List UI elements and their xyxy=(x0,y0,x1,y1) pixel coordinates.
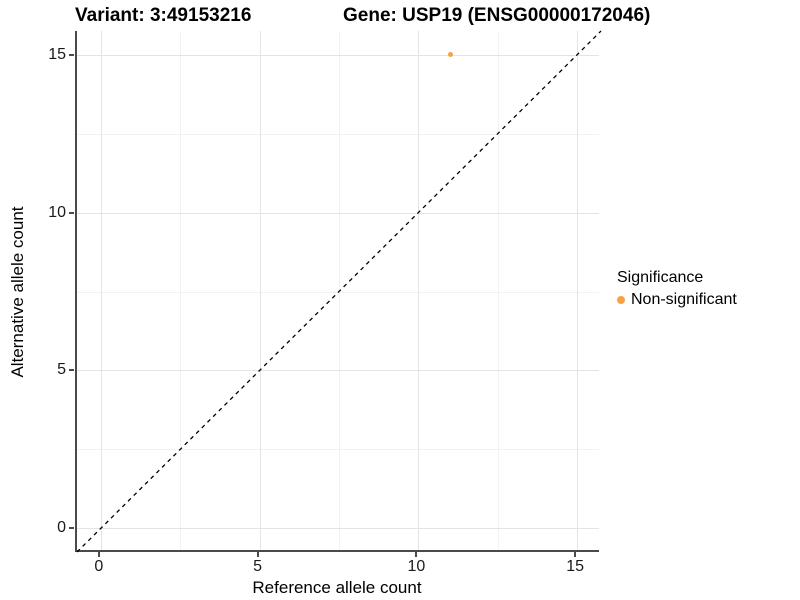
grid-line-vertical-major xyxy=(577,31,579,550)
grid-line-vertical-minor xyxy=(497,31,499,550)
y-tick-label: 15 xyxy=(48,45,66,63)
legend-item-non-significant: Non-significant xyxy=(617,291,737,309)
grid-line-horizontal-major xyxy=(77,370,599,372)
y-axis-title: Alternative allele count xyxy=(8,206,27,378)
grid-line-vertical-major xyxy=(418,31,420,550)
grid-line-horizontal-minor xyxy=(77,449,599,451)
legend-title: Significance xyxy=(617,269,704,286)
y-axis-tick xyxy=(69,369,74,372)
y-tick-label: 10 xyxy=(48,203,66,221)
legend-item-label: Non-significant xyxy=(631,291,737,308)
x-axis-tick xyxy=(415,552,418,557)
grid-line-horizontal-major xyxy=(77,54,599,56)
x-tick-label: 0 xyxy=(94,558,104,575)
y-axis-tick xyxy=(69,211,74,214)
y-axis-tick xyxy=(69,527,74,530)
identity-dashed-line xyxy=(76,30,602,553)
x-axis-tick xyxy=(97,552,100,557)
x-tick-label: 10 xyxy=(407,558,426,575)
x-tick-label: 5 xyxy=(253,558,263,575)
plot-title-variant: Variant: 3:49153216 xyxy=(75,5,252,26)
grid-line-horizontal-major xyxy=(77,212,599,214)
y-tick-label: 5 xyxy=(57,361,66,379)
grid-line-horizontal-minor xyxy=(77,133,599,135)
x-axis-title: Reference allele count xyxy=(252,578,422,597)
x-tick-label: 15 xyxy=(566,558,585,575)
legend: Significance Non-significant xyxy=(617,269,737,309)
legend-point-icon xyxy=(617,296,625,304)
x-axis-tick xyxy=(574,552,577,557)
grid-line-vertical-minor xyxy=(180,31,182,550)
x-axis-tick xyxy=(256,552,259,557)
plot-title-gene: Gene: USP19 (ENSG00000172046) xyxy=(343,5,651,26)
grid-line-vertical-major xyxy=(259,31,261,550)
grid-line-horizontal-major xyxy=(77,528,599,530)
y-tick-label: 0 xyxy=(57,519,66,537)
data-point xyxy=(447,52,453,58)
grid-line-vertical-major xyxy=(100,31,102,550)
y-axis-tick xyxy=(69,53,74,56)
plot-panel xyxy=(75,30,602,553)
